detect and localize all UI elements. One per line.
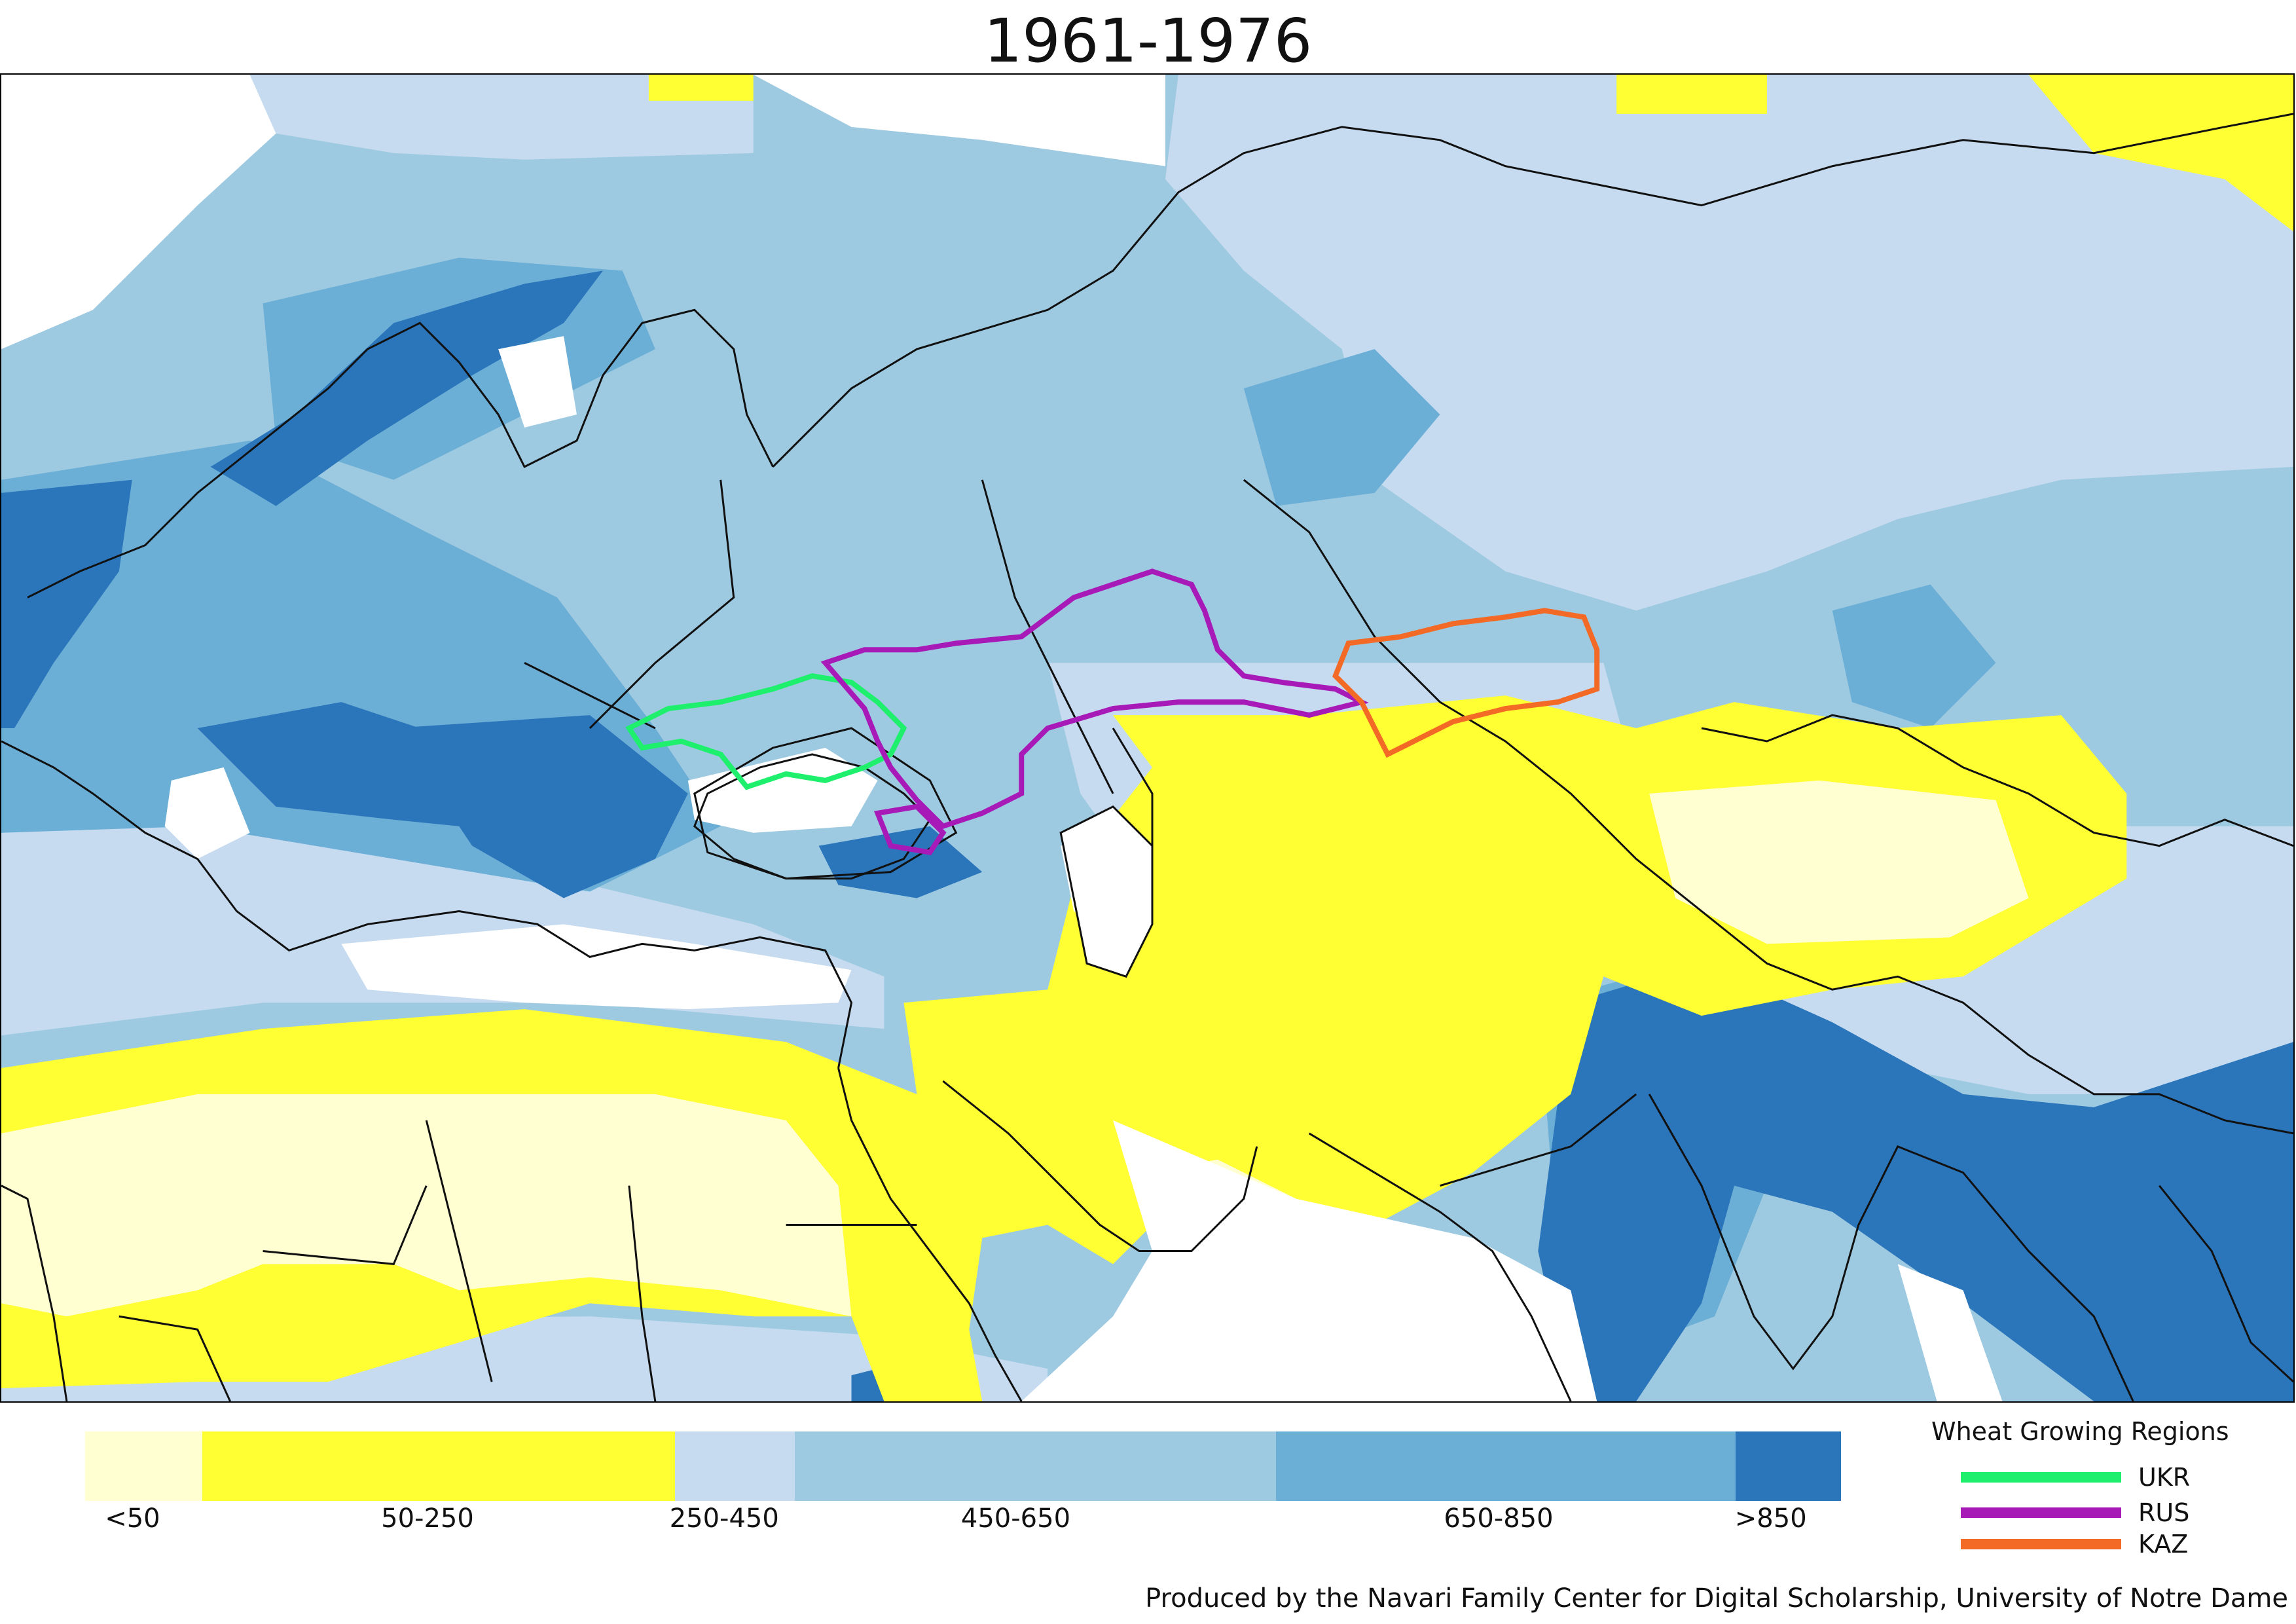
legend-item-kaz: KAZ [1961,1530,2188,1559]
map-title: 1961-1976 [983,6,1313,76]
legend-swatch-rus [1961,1507,2121,1518]
zones-white [1,75,2003,1401]
colorbar-label-4: 650-850 [1444,1504,1554,1534]
caspian-sea [1059,805,1154,978]
legend-swatch-kaz [1961,1539,2121,1549]
zones-gt850 [1,270,2293,1401]
wheat-region-rus-south[interactable] [873,803,947,856]
legend-label-rus: RUS [2138,1498,2190,1527]
wheat-region-kaz[interactable] [1332,608,1600,758]
colorbar-segment-1 [202,1431,675,1501]
legend-item-ukr: UKR [1961,1463,2190,1492]
black-sea-coast [693,753,932,880]
country-borders [1,113,2293,1401]
credit-text: Produced by the Navari Family Center for… [1145,1583,2288,1614]
colorbar-segment-5 [1735,1431,1841,1501]
legend-title: Wheat Growing Regions [1931,1417,2229,1446]
colorbar-segment-4 [1276,1431,1736,1501]
colorbar-label-0: <50 [105,1504,160,1534]
colorbar-segment-0 [85,1431,203,1501]
colorbar-label-2: 250-450 [669,1504,779,1534]
colorbar-label-1: 50-250 [381,1504,474,1534]
legend-swatch-ukr [1961,1472,2121,1483]
colorbar-label-3: 450-650 [960,1504,1071,1534]
colorbar-segment-3 [795,1431,1277,1501]
colorbar-segment-2 [674,1431,795,1501]
legend-label-ukr: UKR [2138,1463,2191,1492]
legend-label-kaz: KAZ [2138,1530,2189,1559]
colorbar [85,1431,1841,1501]
precipitation-map[interactable] [1,75,2293,1401]
map-frame[interactable] [0,73,2295,1403]
colorbar-label-5: >850 [1734,1504,1807,1534]
legend-item-rus: RUS [1961,1498,2189,1527]
wheat-region-ukr[interactable] [625,673,907,790]
